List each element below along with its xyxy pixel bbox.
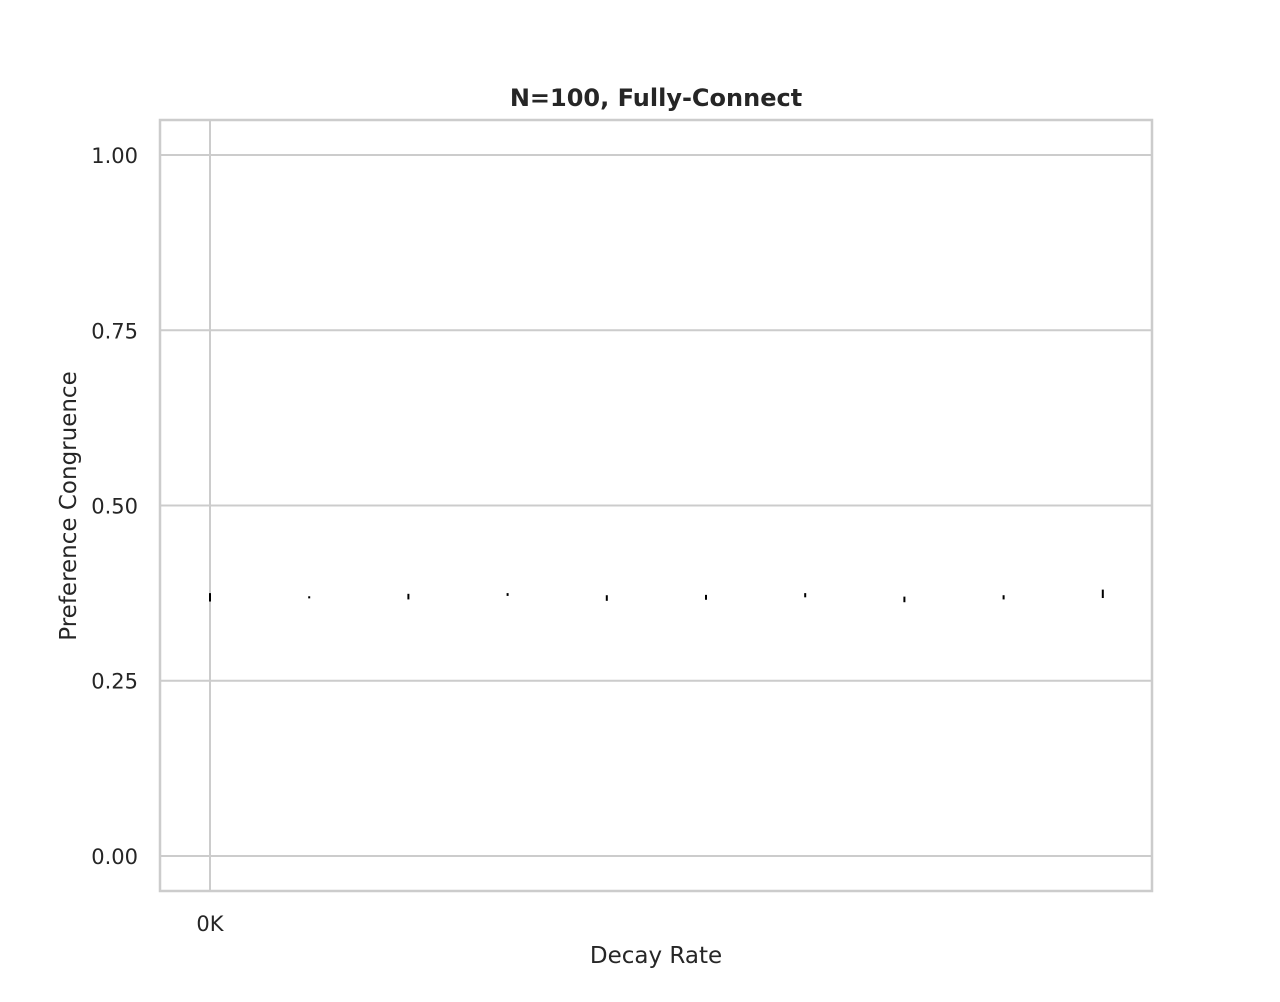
x-tick-label: 0K xyxy=(196,912,224,936)
y-tick-label: 0.75 xyxy=(91,319,138,343)
y-tick-labels: 0.00 0.25 0.50 0.75 1.00 xyxy=(91,144,138,869)
grid-lines xyxy=(160,120,1152,891)
y-tick-label: 0.00 xyxy=(91,845,138,869)
y-tick-label: 1.00 xyxy=(91,144,138,168)
x-axis-label: Decay Rate xyxy=(590,943,722,969)
error-bars xyxy=(209,589,1104,603)
x-tick-labels: 0K xyxy=(196,912,224,936)
y-axis-label: Preference Congruence xyxy=(56,371,82,640)
plot-frame xyxy=(158,118,1154,893)
y-tick-label: 0.25 xyxy=(91,670,138,694)
chart-title: N=100, Fully-Connect xyxy=(510,84,802,112)
y-tick-label: 0.50 xyxy=(91,495,138,519)
